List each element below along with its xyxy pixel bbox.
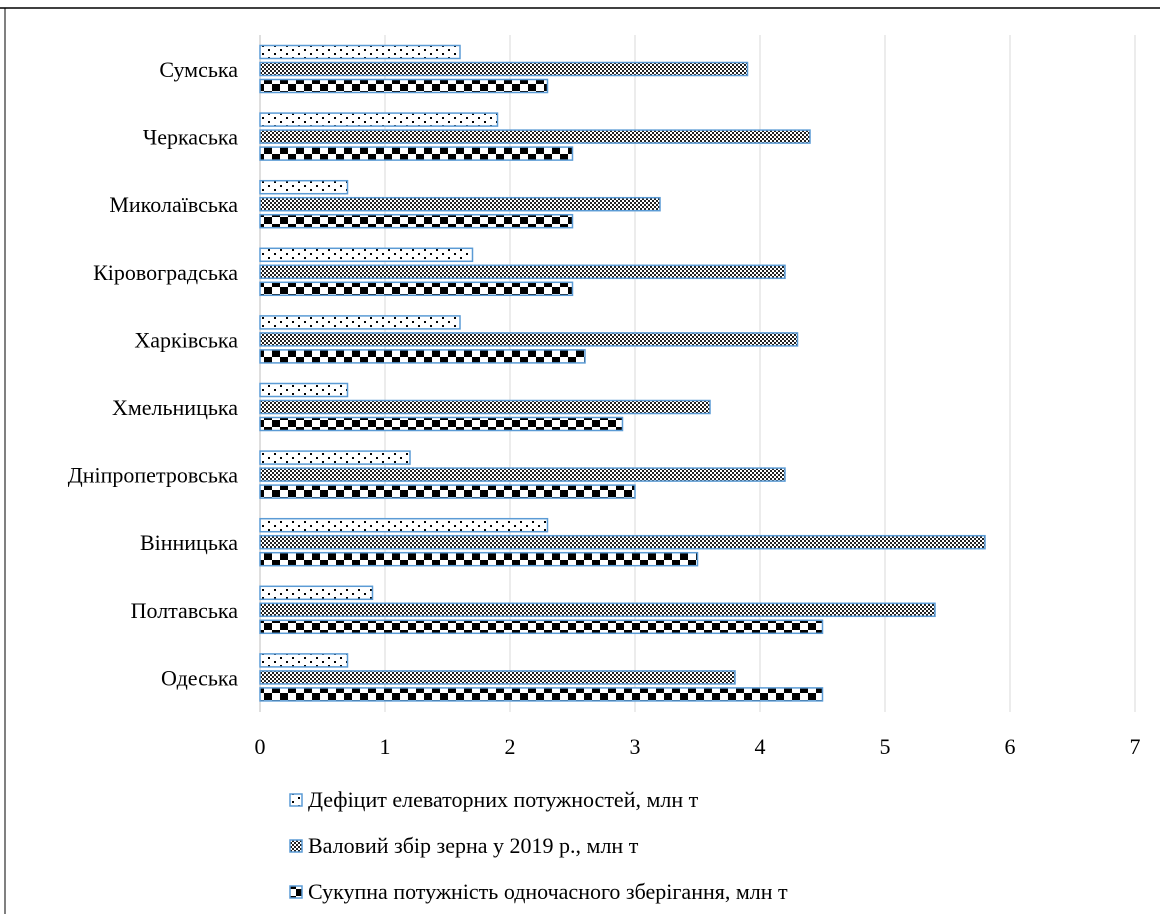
bar-crosshatch-0 bbox=[259, 61, 749, 77]
bar-dots-3 bbox=[259, 247, 474, 263]
bar-crosshatch-5 bbox=[259, 399, 711, 415]
x-tick-label: 4 bbox=[755, 734, 766, 759]
bar-crosshatch-4 bbox=[259, 332, 799, 347]
bar-checker-8 bbox=[259, 619, 824, 635]
legend-label: Сукупна потужність одночасного зберіганн… bbox=[308, 879, 788, 904]
bar-crosshatch-7 bbox=[259, 534, 986, 550]
bar-crosshatch-1 bbox=[259, 129, 811, 144]
category-labels: Сумська Черкаська Миколаївська Кіровоградсь… bbox=[68, 57, 238, 690]
category-label: Миколаївська bbox=[109, 192, 238, 217]
category-label: Хмельницька bbox=[112, 395, 238, 420]
legend-swatch-crosshatch bbox=[289, 839, 303, 853]
bar-dots-0 bbox=[259, 44, 461, 60]
bar-checker-6 bbox=[259, 484, 636, 499]
bar-dots-6 bbox=[259, 450, 411, 465]
x-tick-label: 0 bbox=[255, 734, 266, 759]
legend-label: Дефіцит елеваторних потужностей, млн т bbox=[308, 787, 699, 812]
category-label: Дніпропетровська bbox=[68, 463, 238, 488]
bar-crosshatch-9 bbox=[259, 670, 736, 685]
legend-swatch-dots bbox=[289, 793, 303, 807]
x-tick-label: 1 bbox=[380, 734, 391, 759]
bar-crosshatch-2 bbox=[259, 196, 661, 212]
bar-dots-1 bbox=[259, 112, 499, 127]
legend-label: Валовий збір зерна у 2019 р., млн т bbox=[308, 833, 639, 858]
bar-dots-8 bbox=[259, 585, 374, 601]
category-label: Харківська bbox=[134, 327, 238, 352]
bar-dots-9 bbox=[259, 653, 349, 668]
bar-checker-5 bbox=[259, 416, 624, 432]
bar-checker-2 bbox=[259, 213, 574, 229]
bar-crosshatch-8 bbox=[259, 602, 936, 618]
x-tick-label: 6 bbox=[1005, 734, 1016, 759]
bar-checker-7 bbox=[259, 551, 699, 567]
x-tick-labels: 0 1 2 3 4 5 6 7 bbox=[255, 734, 1141, 759]
x-tick-label: 5 bbox=[880, 734, 891, 759]
legend: Дефіцит елеваторних потужностей, млн т Ва… bbox=[289, 787, 788, 904]
bar-crosshatch-3 bbox=[259, 264, 786, 280]
x-tick-label: 2 bbox=[505, 734, 516, 759]
category-label: Вінницька bbox=[140, 530, 238, 555]
category-label: Одеська bbox=[161, 665, 238, 690]
bar-dots-4 bbox=[259, 315, 461, 330]
legend-swatch-checker bbox=[289, 885, 303, 899]
bar-checker-1 bbox=[259, 146, 574, 161]
bar-checker-3 bbox=[259, 281, 574, 297]
bar-dots-7 bbox=[259, 517, 549, 533]
x-tick-label: 3 bbox=[630, 734, 641, 759]
bar-checker-4 bbox=[259, 349, 586, 364]
category-label: Черкаська bbox=[143, 125, 238, 150]
category-label: Кіровоградська bbox=[93, 260, 238, 285]
bars bbox=[259, 44, 986, 702]
bar-dots-5 bbox=[259, 382, 349, 398]
bar-checker-9 bbox=[259, 687, 824, 702]
bar-dots-2 bbox=[259, 179, 349, 195]
bar-checker-0 bbox=[259, 78, 549, 94]
bar-crosshatch-6 bbox=[259, 467, 786, 482]
category-label: Сумська bbox=[159, 57, 238, 82]
category-label: Полтавська bbox=[131, 598, 239, 623]
x-tick-label: 7 bbox=[1130, 734, 1141, 759]
